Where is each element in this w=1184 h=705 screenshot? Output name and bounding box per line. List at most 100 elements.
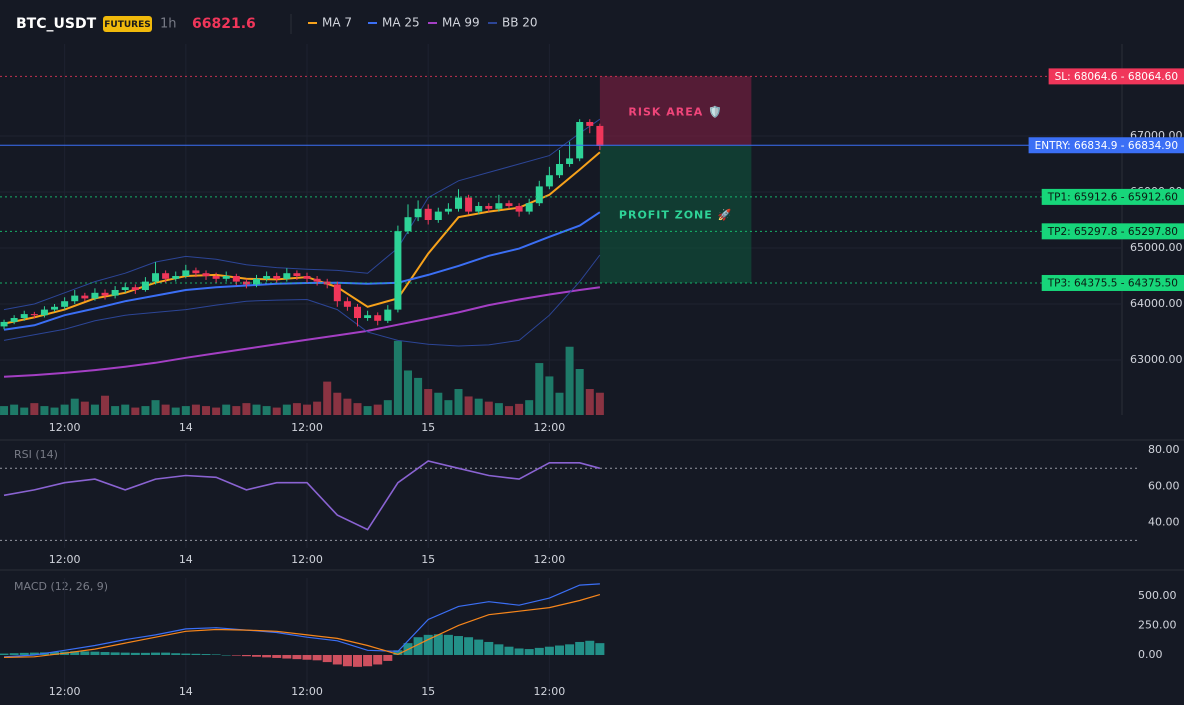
macd-histogram-bar <box>474 639 484 655</box>
candle-body <box>222 276 230 279</box>
candle-body <box>535 186 543 204</box>
macd-histogram-bar <box>171 653 181 655</box>
x-tick-label: 12:00 <box>534 421 566 434</box>
macd-histogram-bar <box>575 641 585 655</box>
volume-bar <box>454 389 463 415</box>
ma-line <box>3 286 601 378</box>
y-tick-label: 250.00 <box>1138 618 1177 631</box>
macd-histogram-bar <box>70 651 80 655</box>
candle-body <box>253 278 261 285</box>
candle-body <box>465 197 473 212</box>
level-label-bg <box>1041 188 1184 205</box>
level-label: TP3: 64375.5 - 64375.50 <box>1047 277 1178 289</box>
macd-histogram-bar <box>140 652 150 655</box>
macd-histogram-bar <box>29 652 39 655</box>
macd-histogram-bar <box>433 634 443 655</box>
candle-body <box>121 287 129 291</box>
macd-histogram-bar <box>9 653 19 655</box>
volume-bar <box>515 403 524 415</box>
candle-body <box>323 281 331 285</box>
macd-histogram-bar <box>272 654 282 658</box>
x-tick-label: 15 <box>421 553 435 566</box>
level-label-bg <box>1041 274 1184 291</box>
macd-histogram-bar <box>100 652 110 655</box>
volume-bar <box>252 404 261 415</box>
volume-bar <box>303 404 312 415</box>
macd-histogram-bar <box>383 654 393 661</box>
volume-bar <box>363 406 372 415</box>
candle-body <box>212 276 220 279</box>
macd-histogram-bar <box>413 637 423 655</box>
candle-body <box>434 211 442 221</box>
volume-bar <box>414 377 423 415</box>
volume-bar <box>151 400 160 415</box>
macd-histogram-bar <box>453 636 463 655</box>
macd-histogram-bar <box>332 654 342 665</box>
candle-body <box>354 306 362 319</box>
y-tick-label: 500.00 <box>1138 589 1177 602</box>
volume-bar <box>393 340 402 415</box>
candle-body <box>566 158 574 165</box>
volume-bar <box>424 389 433 415</box>
candle-body <box>313 278 321 282</box>
macd-histogram-bar <box>534 647 544 655</box>
candle-body <box>374 315 382 321</box>
volume-bar <box>404 370 412 415</box>
zone-label: RISK AREA 🛡️ <box>628 105 722 118</box>
candle-body <box>182 270 190 277</box>
macd-histogram-bar <box>130 652 140 655</box>
macd-histogram-bar <box>110 652 120 655</box>
macd-histogram-bar <box>342 654 352 667</box>
candle-body <box>152 273 160 282</box>
macd-histogram-bar <box>565 644 575 655</box>
level-label: ENTRY: 66834.9 - 66834.90 <box>1035 140 1178 152</box>
macd-histogram-bar <box>262 654 272 658</box>
candle-body <box>424 208 432 221</box>
x-tick-label: 12:00 <box>291 553 323 566</box>
candle-body <box>91 292 99 299</box>
macd-histogram-bar <box>585 640 595 655</box>
macd-histogram-bar <box>161 652 171 655</box>
bb-lower <box>3 254 601 347</box>
macd-histogram-bar <box>282 654 292 659</box>
volume-bar <box>525 400 534 415</box>
volume-bar <box>545 376 554 415</box>
volume-bar <box>212 407 221 415</box>
volume-bar <box>10 404 19 415</box>
candle-body <box>40 309 48 316</box>
macd-title: MACD (12, 26, 9) <box>14 580 108 593</box>
macd-histogram-bar <box>464 637 474 655</box>
candle-body <box>71 295 79 302</box>
interval[interactable]: 1h <box>160 17 177 32</box>
candle-body <box>545 175 553 187</box>
volume-bar <box>40 406 49 415</box>
candle-body <box>364 315 372 319</box>
volume-bar <box>242 403 251 415</box>
macd-histogram-bar <box>90 651 100 655</box>
candle-body <box>475 206 483 212</box>
volume-bar <box>585 389 594 415</box>
macd-histogram-bar <box>50 652 60 655</box>
level-label-bg <box>1028 137 1184 154</box>
volume-bar <box>181 406 190 415</box>
macd-histogram-bar <box>363 654 373 667</box>
volume-bar <box>292 403 301 415</box>
last-price: 66821.6 <box>192 16 256 32</box>
macd-histogram-bar <box>241 654 251 657</box>
volume-bar <box>50 407 59 415</box>
y-tick-label: 64000.00 <box>1130 297 1183 310</box>
candle-body <box>586 122 594 126</box>
candle-body <box>384 309 392 321</box>
candle-body <box>485 206 493 209</box>
macd-histogram-bar <box>484 641 494 655</box>
candle-body <box>454 197 462 209</box>
volume-bar <box>111 406 120 415</box>
candle-body <box>293 273 301 277</box>
volume-bar <box>555 392 564 415</box>
volume-bar <box>30 403 39 415</box>
candle-body <box>596 125 604 146</box>
macd-histogram-bar <box>302 654 312 660</box>
macd-line <box>3 583 600 658</box>
